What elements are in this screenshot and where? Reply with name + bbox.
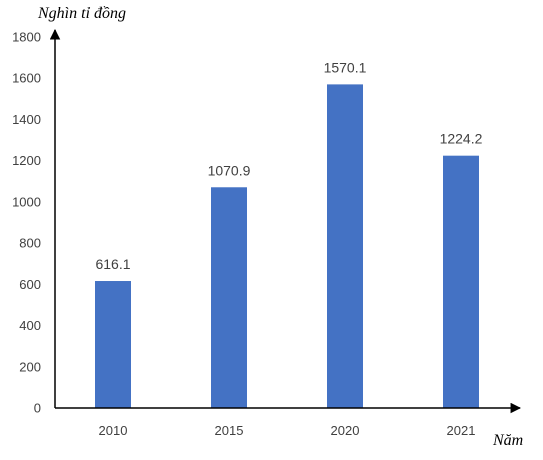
y-tick-label: 400 — [19, 318, 41, 333]
data-labels: 616.1 1070.9 1570.1 1224.2 — [95, 59, 482, 272]
y-tick-label: 800 — [19, 236, 41, 251]
bar-2010 — [95, 281, 131, 408]
x-tick-labels: 2010 2015 2020 2021 — [99, 423, 476, 438]
y-tick-label: 200 — [19, 359, 41, 374]
x-tick-label-2021: 2021 — [447, 423, 476, 438]
bars — [95, 84, 479, 408]
bar-2020 — [327, 84, 363, 408]
bar-2015 — [211, 187, 247, 408]
y-tick-label: 1400 — [12, 112, 41, 127]
data-label-2015: 1070.9 — [208, 162, 251, 178]
y-axis-title: Nghìn tỉ đồng — [37, 5, 126, 22]
y-tick-label: 1800 — [12, 30, 41, 45]
y-tick-label: 1000 — [12, 194, 41, 209]
x-tick-label-2010: 2010 — [99, 423, 128, 438]
y-tick-label: 1200 — [12, 153, 41, 168]
x-tick-label-2020: 2020 — [331, 423, 360, 438]
y-tick-label: 600 — [19, 277, 41, 292]
data-label-2020: 1570.1 — [324, 59, 367, 75]
y-tick-labels: 0 200 400 600 800 1000 1200 1400 1600 1800 — [12, 30, 41, 416]
data-label-2010: 616.1 — [95, 256, 130, 272]
data-label-2021: 1224.2 — [440, 131, 483, 147]
y-tick-label: 0 — [34, 401, 41, 416]
bar-2021 — [443, 155, 479, 408]
x-axis-title: Năm — [492, 432, 523, 449]
x-tick-label-2015: 2015 — [215, 423, 244, 438]
y-tick-label: 1600 — [12, 71, 41, 86]
